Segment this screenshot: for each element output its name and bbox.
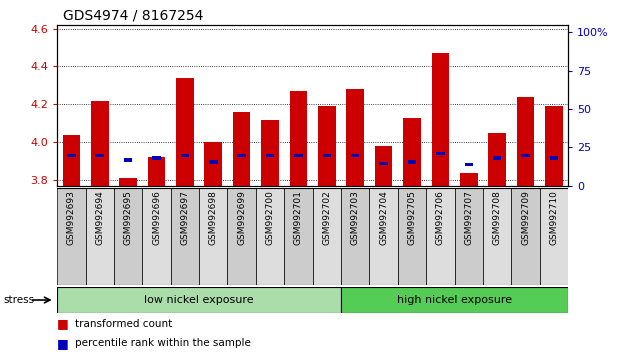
Bar [96,154,104,157]
Bar [57,188,86,285]
Bar [57,287,341,313]
Text: high nickel exposure: high nickel exposure [397,295,512,305]
Bar [124,159,132,162]
Bar [460,173,478,186]
Bar [408,160,416,164]
Text: GSM992705: GSM992705 [407,190,417,245]
Bar [341,287,568,313]
Bar [436,152,445,155]
Bar [341,188,369,285]
Bar [171,188,199,285]
Bar [517,97,535,186]
Bar [63,135,80,186]
Bar [398,188,426,285]
Bar [432,53,449,186]
Bar [512,188,540,285]
Text: GSM992698: GSM992698 [209,190,218,245]
Text: GSM992701: GSM992701 [294,190,303,245]
Bar [233,112,250,186]
Bar [347,89,364,186]
Bar [455,188,483,285]
Text: GSM992704: GSM992704 [379,190,388,245]
Bar [351,154,360,157]
Bar [142,188,171,285]
Bar [91,101,109,186]
Bar [545,106,563,186]
Bar [550,156,558,160]
Bar [227,188,256,285]
Bar [119,178,137,186]
Text: ■: ■ [57,318,69,330]
Text: GSM992697: GSM992697 [181,190,189,245]
Bar [256,188,284,285]
Bar [181,154,189,157]
Bar [294,154,302,157]
Bar [318,106,336,186]
Text: low nickel exposure: low nickel exposure [144,295,254,305]
Bar [152,156,161,160]
Bar [465,163,473,166]
Bar [204,142,222,186]
Bar [86,188,114,285]
Bar [483,188,512,285]
Text: GSM992699: GSM992699 [237,190,246,245]
Bar [323,154,331,157]
Bar [369,188,398,285]
Text: GSM992707: GSM992707 [465,190,473,245]
Bar [540,188,568,285]
Bar [426,188,455,285]
Bar [284,188,312,285]
Text: GDS4974 / 8167254: GDS4974 / 8167254 [63,9,204,23]
Bar [261,120,279,186]
Bar [67,154,76,157]
Text: GSM992693: GSM992693 [67,190,76,245]
Bar [375,146,392,186]
Bar [176,78,194,186]
Text: GSM992702: GSM992702 [322,190,332,245]
Bar [403,118,421,186]
Text: GSM992695: GSM992695 [124,190,133,245]
Text: transformed count: transformed count [75,319,172,329]
Bar [289,91,307,186]
Text: percentile rank within the sample: percentile rank within the sample [75,338,250,348]
Text: GSM992700: GSM992700 [266,190,274,245]
Bar [199,188,227,285]
Bar [266,154,274,157]
Bar [379,162,388,165]
Bar [522,154,530,157]
Text: GSM992708: GSM992708 [492,190,502,245]
Bar [114,188,142,285]
Bar [312,188,341,285]
Bar [148,158,165,186]
Bar [489,133,506,186]
Bar [493,156,501,160]
Bar [209,160,217,164]
Text: GSM992709: GSM992709 [521,190,530,245]
Text: ■: ■ [57,337,69,350]
Text: GSM992694: GSM992694 [95,190,104,245]
Text: GSM992703: GSM992703 [351,190,360,245]
Bar [237,154,246,157]
Text: GSM992706: GSM992706 [436,190,445,245]
Text: GSM992696: GSM992696 [152,190,161,245]
Text: GSM992710: GSM992710 [550,190,558,245]
Text: stress: stress [3,295,34,305]
